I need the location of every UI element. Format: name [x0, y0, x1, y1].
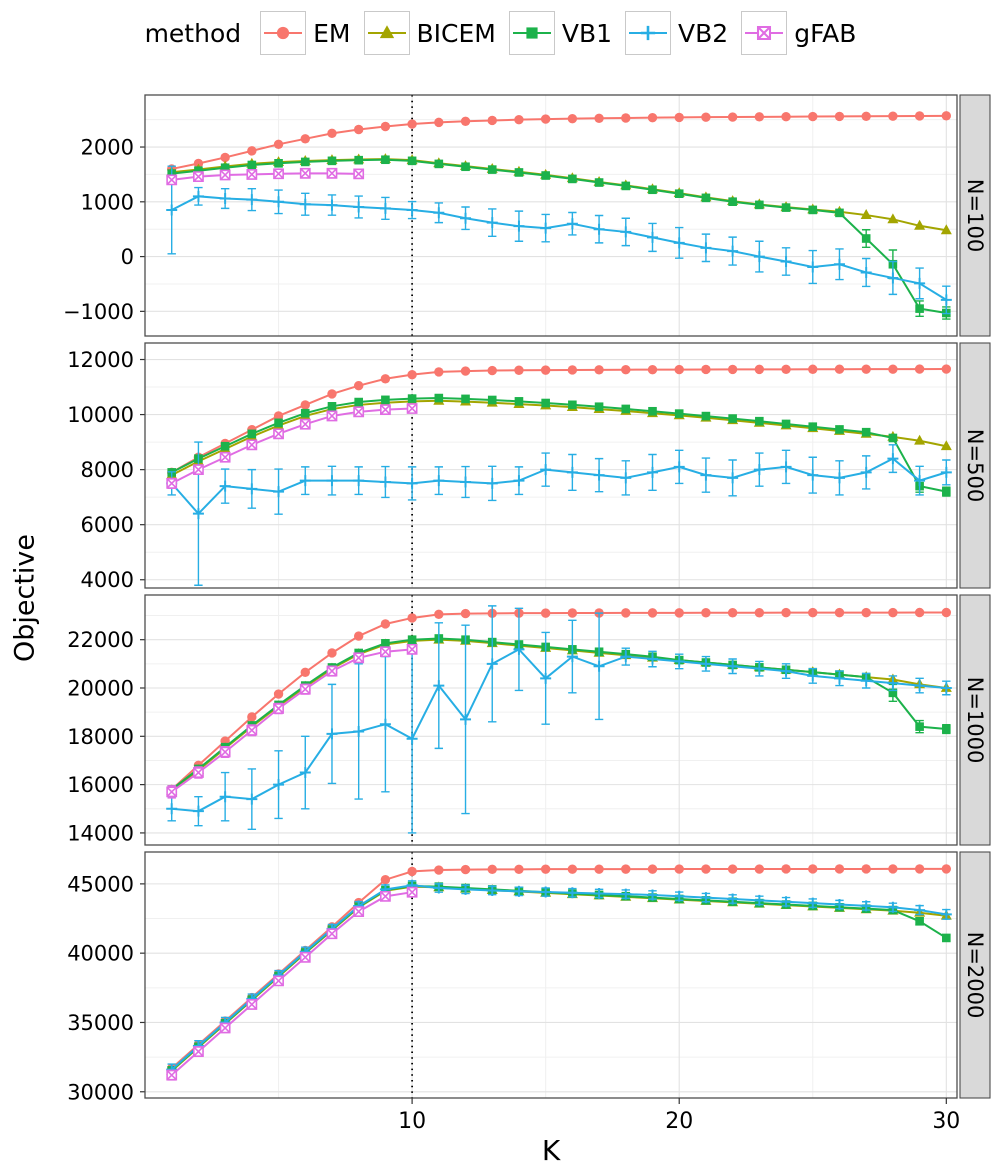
series-vb1-N=100: [167, 155, 951, 320]
plot-svg: −1000 0 1000 2000 N=100 4000 6000 8000 10000 1200…: [63, 94, 991, 1134]
y-tick-label: 20000: [67, 676, 134, 700]
x-tick-label: 10: [398, 1109, 426, 1134]
facet-strip: [959, 851, 991, 1099]
legend-item-gfab: gFAB: [741, 11, 856, 55]
series-em-N=500: [167, 364, 952, 478]
plot-area: −1000 0 1000 2000 N=100 4000 6000 8000 10000 1200…: [0, 62, 1001, 1175]
legend-key-vb1: [508, 11, 555, 55]
x-tick-label: 30: [932, 1109, 960, 1134]
plus-icon: [629, 25, 668, 41]
gridlines-major: [145, 595, 957, 845]
y-tick-label: 30000: [67, 1080, 134, 1104]
legend-item-vb2: VB2: [625, 11, 728, 55]
legend-title: method: [144, 18, 242, 48]
y-tick-label: 4000: [81, 568, 134, 592]
series-gfab-N=1000: [166, 643, 418, 799]
panel-border: [144, 594, 958, 846]
legend-label-em: EM: [313, 18, 351, 48]
legend-key-em: [260, 11, 307, 55]
x-axis: 10 20 30: [398, 1098, 960, 1134]
y-tick-label: 2000: [81, 136, 134, 160]
series-gfab-N=500: [166, 403, 418, 490]
series-vb2-N=1000: [166, 605, 952, 834]
y-axis-N=500: 4000 6000 8000 10000 12000: [67, 348, 145, 592]
legend-label-vb2: VB2: [678, 18, 729, 48]
y-tick-label: 10000: [67, 403, 134, 427]
series-vb2-N=500: [166, 441, 952, 586]
facet-strip-label: N=1000: [963, 677, 987, 764]
y-tick-label: 6000: [81, 513, 134, 537]
legend-item-vb1: VB1: [508, 11, 613, 55]
facet-panel-N=1000: 14000 16000 18000 20000 22000 N=1000: [67, 594, 991, 846]
legend-label-vb1: VB1: [561, 18, 613, 48]
facet-panel-N=500: 4000 6000 8000 10000 12000 N=500: [67, 342, 991, 592]
triangle-icon: [367, 25, 406, 39]
y-axis-N=100: −1000 0 1000 2000: [63, 136, 145, 324]
facet-strip: [959, 594, 991, 846]
y-tick-label: 22000: [67, 628, 134, 652]
x-axis-title: K: [541, 1134, 561, 1167]
y-tick-label: 45000: [67, 872, 134, 896]
y-axis-title: Objective: [9, 533, 41, 663]
facet-strip: [959, 342, 991, 589]
y-tick-label: 16000: [67, 773, 134, 797]
legend-key-gfab: [741, 11, 788, 55]
y-tick-label: 18000: [67, 725, 134, 749]
facet-panel-N=100: −1000 0 1000 2000 N=100: [63, 94, 991, 337]
y-tick-label: 8000: [81, 458, 134, 482]
legend-key-vb2: [625, 11, 672, 55]
gridlines-minor: [145, 343, 957, 588]
legend: method EM BICEM VB1 VB2 gFAB: [0, 6, 1001, 60]
facet-panel-N=2000: 30000 35000 40000 45000 N=2000: [67, 851, 991, 1104]
legend-item-bicem: BICEM: [363, 11, 496, 55]
y-tick-label: 14000: [67, 821, 134, 845]
y-axis-N=1000: 14000 16000 18000 20000 22000: [67, 628, 145, 845]
series-gfab-N=100: [166, 167, 365, 186]
series-em-N=100: [167, 111, 952, 174]
y-tick-label: −1000: [63, 300, 134, 324]
facet-strip: [959, 94, 991, 337]
square-icon: [512, 27, 551, 39]
series-gfab-N=2000: [166, 886, 418, 1081]
legend-label-bicem: BICEM: [416, 18, 496, 48]
panel-border: [144, 851, 958, 1099]
x-tick-label: 20: [665, 1109, 693, 1134]
gridlines-major: [145, 852, 957, 1098]
panel-border: [144, 342, 958, 589]
panel-border: [144, 94, 958, 337]
legend-label-gfab: gFAB: [794, 18, 857, 48]
y-tick-label: 35000: [67, 1011, 134, 1035]
y-tick-label: 40000: [67, 942, 134, 966]
facet-strip-label: N=2000: [963, 932, 987, 1019]
legend-items: EM BICEM VB1 VB2 gFAB: [260, 11, 856, 55]
y-tick-label: 1000: [81, 190, 134, 214]
y-tick-label: 0: [121, 245, 134, 269]
y-axis-N=2000: 30000 35000 40000 45000: [67, 872, 145, 1104]
square-x-icon: [745, 25, 784, 41]
y-tick-label: 12000: [67, 348, 134, 372]
legend-item-em: EM: [260, 11, 351, 55]
circle-icon: [264, 26, 303, 40]
facet-strip-label: N=100: [963, 179, 987, 252]
series-vb2-N=100: [166, 165, 952, 315]
legend-key-bicem: [363, 11, 410, 55]
facet-strip-label: N=500: [963, 429, 987, 502]
